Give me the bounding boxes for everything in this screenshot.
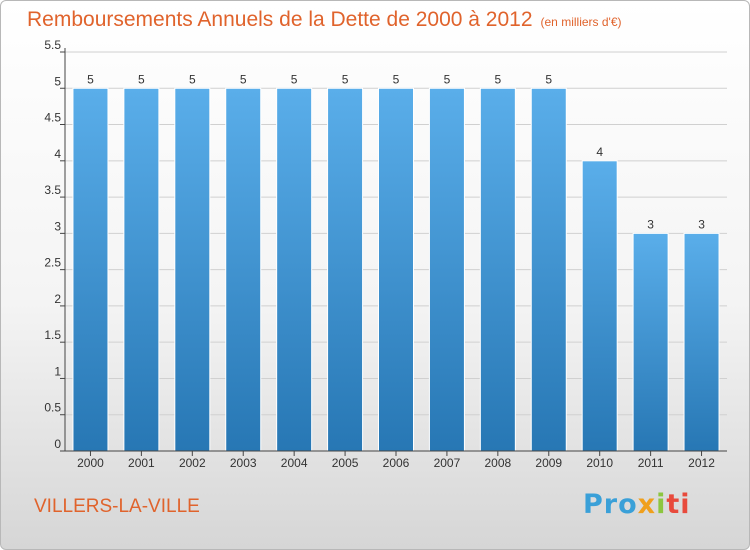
commune-name: VILLERS-LA-VILLE [34, 496, 200, 517]
x-tick-label-2003: 2003 [230, 456, 257, 470]
bar-2009 [530, 87, 567, 452]
proxiti-logo: Proxiti [583, 489, 691, 520]
bar-2011 [632, 232, 669, 452]
y-tick-label: 5.5 [44, 38, 61, 52]
y-tick-label: 0.5 [44, 401, 61, 415]
data-label-2005: 5 [342, 72, 349, 86]
x-tick-label-2007: 2007 [434, 456, 461, 470]
x-tick-label-2011: 2011 [638, 456, 664, 470]
y-tick-label: 5 [54, 74, 61, 88]
x-tick-label-2006: 2006 [383, 456, 410, 470]
chart-subtitle: (en milliers d'€) [540, 15, 622, 29]
bar-2010 [581, 160, 618, 452]
bar-2005 [327, 87, 364, 452]
y-tick-label: 2.5 [44, 256, 61, 270]
chart-title-text: Remboursements Annuels de la Dette de 20… [27, 8, 533, 31]
bar-2001 [123, 87, 160, 452]
data-label-2007: 5 [444, 72, 451, 86]
data-label-2009: 5 [545, 72, 552, 86]
data-label-2011: 3 [647, 217, 654, 231]
x-tick-label-2005: 2005 [332, 456, 359, 470]
data-label-2006: 5 [393, 72, 400, 86]
data-label-2008: 5 [495, 72, 502, 86]
x-tick-label-2002: 2002 [179, 456, 206, 470]
x-tick-label-2001: 2001 [128, 456, 155, 470]
bar-2000 [72, 87, 109, 452]
bar-2003 [225, 87, 262, 452]
x-tick-label-2012: 2012 [688, 456, 715, 470]
y-tick-label: 4 [54, 147, 61, 161]
data-label-2002: 5 [189, 72, 196, 86]
x-tick-label-2008: 2008 [484, 456, 511, 470]
data-label-2003: 5 [240, 72, 247, 86]
data-label-2010: 4 [596, 145, 603, 159]
x-tick-label-2010: 2010 [586, 456, 613, 470]
y-tick-label: 1 [54, 364, 61, 378]
y-tick-label: 4.5 [44, 111, 61, 125]
y-tick-label: 1.5 [44, 328, 61, 342]
y-tick-label: 3.5 [44, 183, 61, 197]
data-label-2000: 5 [87, 72, 94, 86]
x-tick-label-2000: 2000 [77, 456, 104, 470]
data-label-2004: 5 [291, 72, 298, 86]
y-tick-label: 3 [54, 219, 61, 233]
y-tick-label: 2 [54, 292, 61, 306]
y-tick-label: 0 [54, 437, 61, 451]
data-label-2001: 5 [138, 72, 145, 86]
bar-2007 [428, 87, 465, 452]
data-label-2012: 3 [698, 217, 705, 231]
x-tick-label-2004: 2004 [281, 456, 308, 470]
bar-2006 [378, 87, 414, 452]
bar-2012 [683, 232, 720, 452]
x-tick-label-2009: 2009 [535, 456, 562, 470]
bar-2004 [276, 87, 313, 452]
bar-2002 [174, 87, 211, 452]
bar-2008 [479, 87, 516, 452]
chart-title: Remboursements Annuels de la Dette de 20… [27, 8, 622, 32]
